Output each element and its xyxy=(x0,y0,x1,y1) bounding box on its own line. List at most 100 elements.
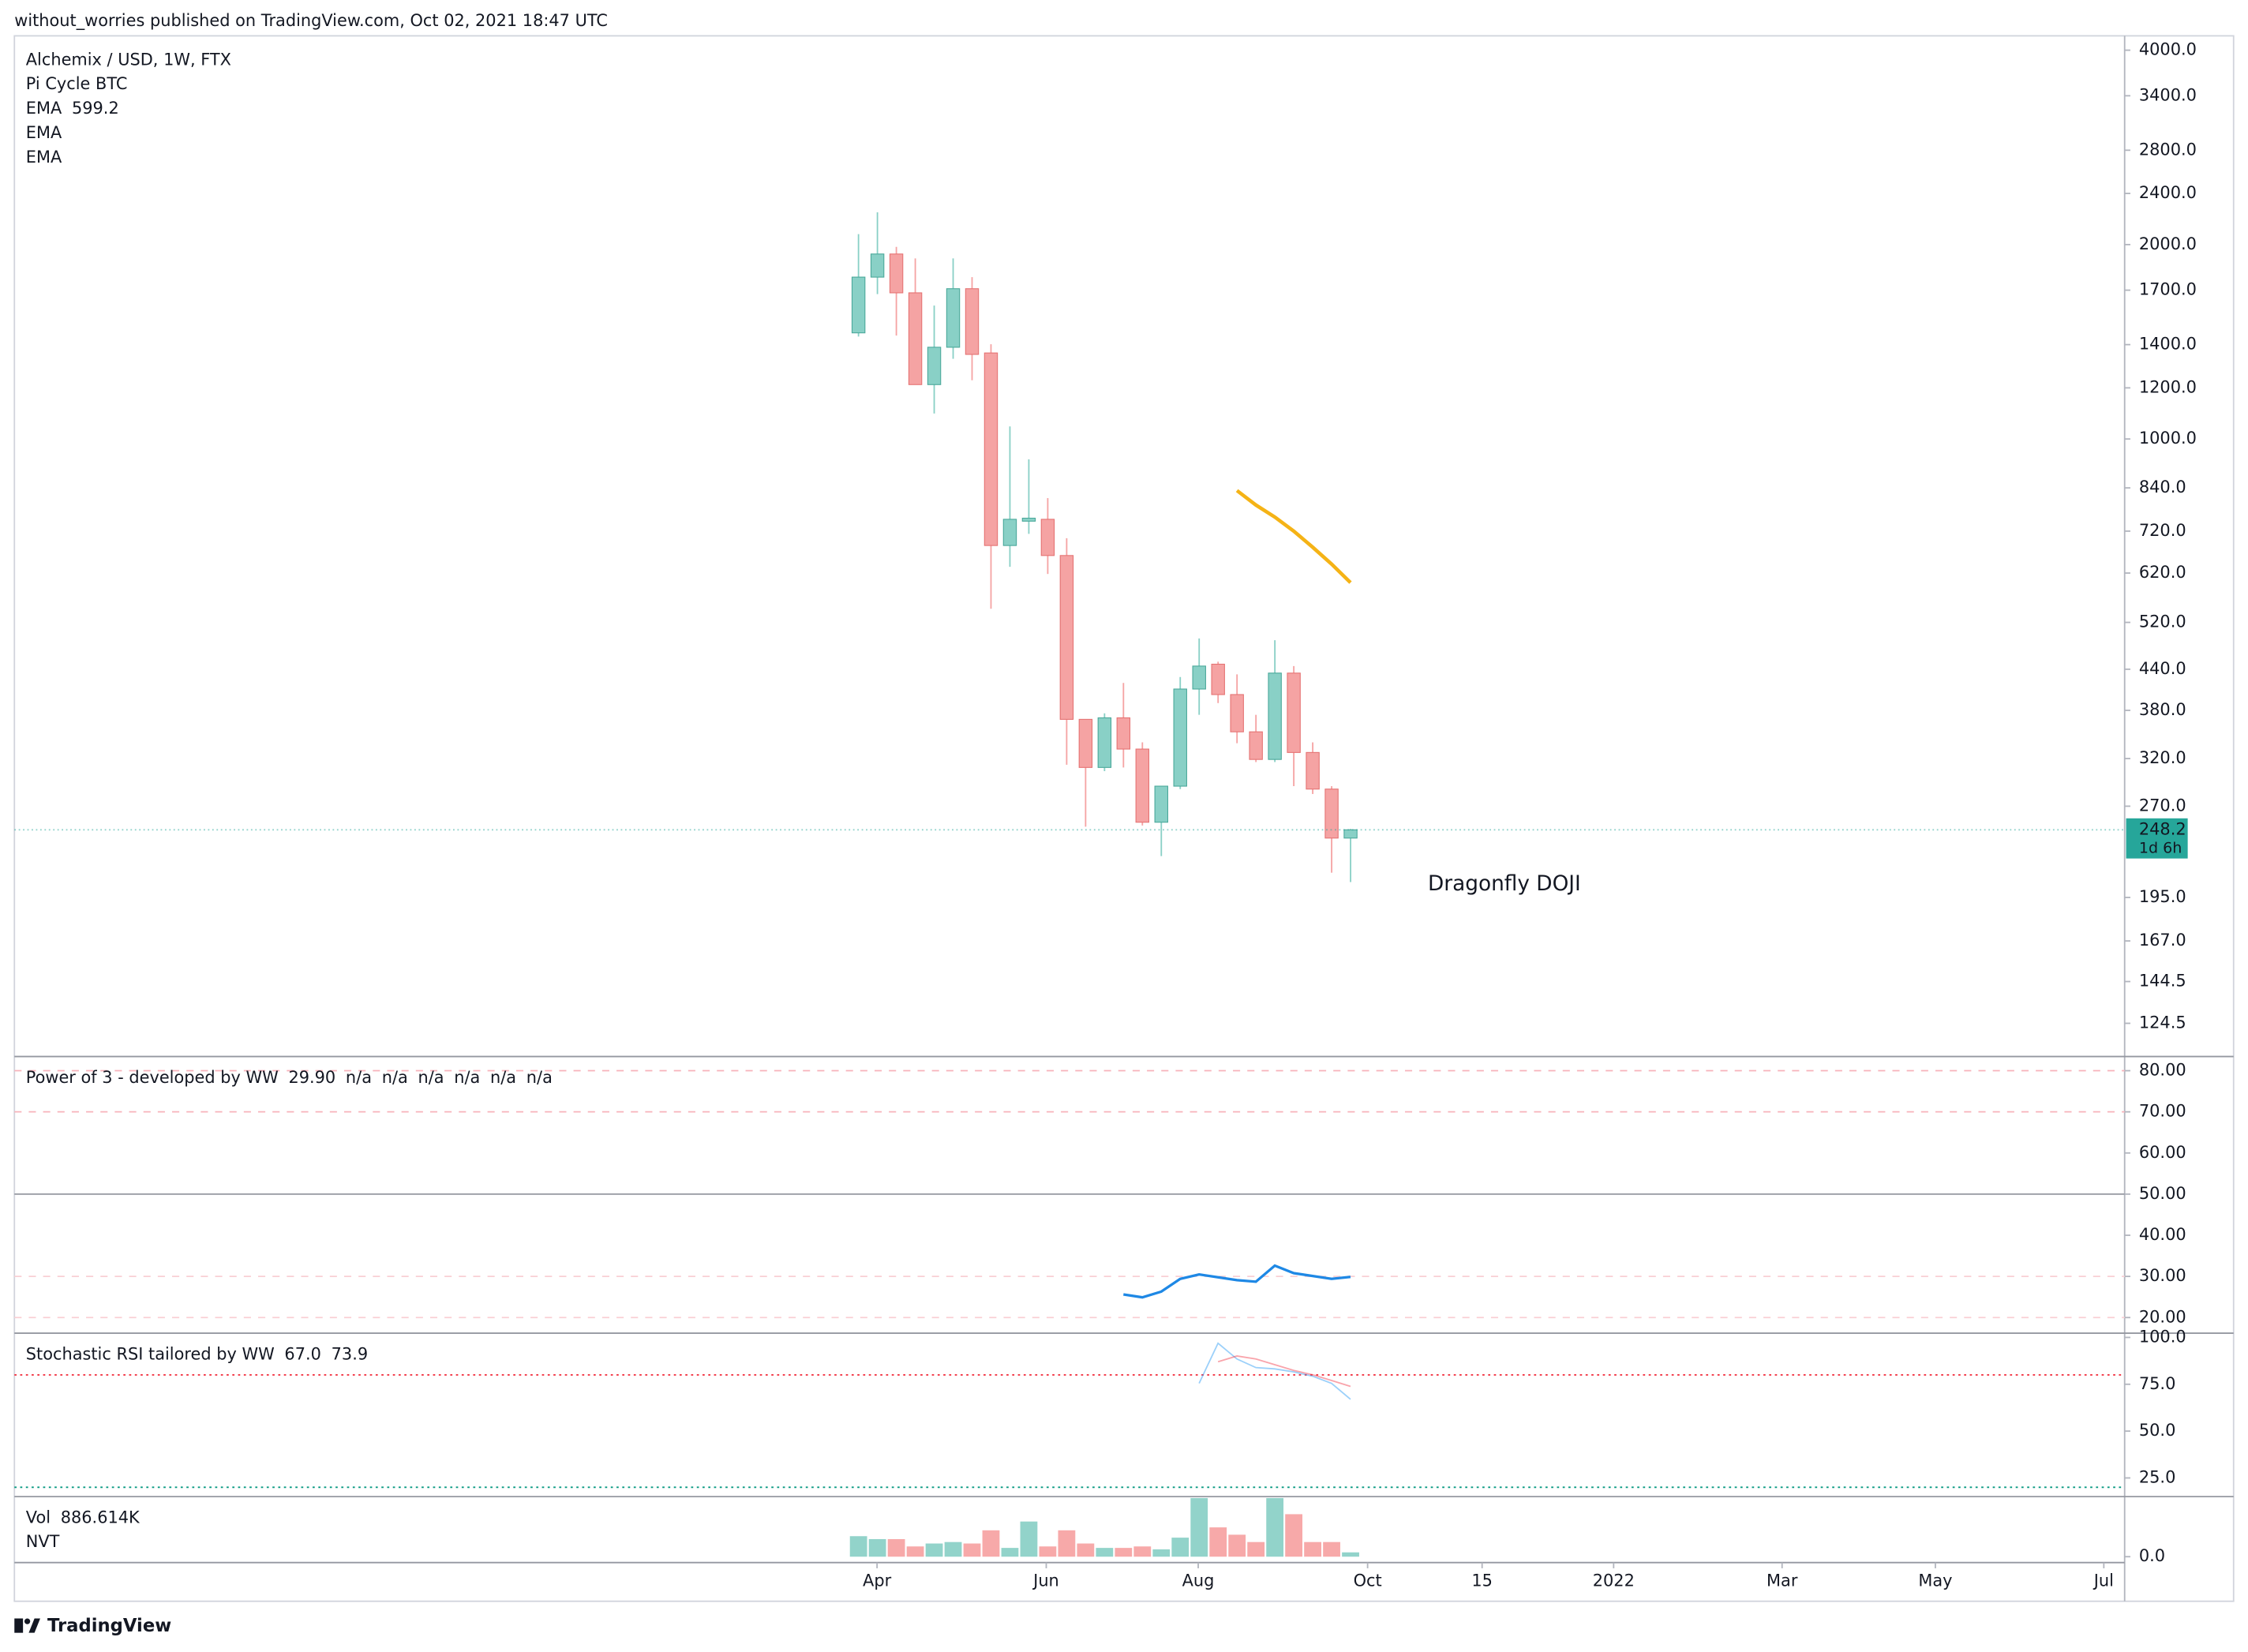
candle-body xyxy=(1078,718,1093,768)
logo-mark xyxy=(24,1618,31,1624)
y-tick-label: 3400.0 xyxy=(2139,85,2197,104)
volume-bar xyxy=(1133,1546,1152,1557)
candle-body xyxy=(889,253,904,294)
volume-bar xyxy=(1190,1497,1208,1557)
candle-body xyxy=(927,347,942,385)
x-tick-label: 2022 xyxy=(1593,1571,1635,1590)
volume-bar xyxy=(1058,1530,1076,1557)
volume-bar xyxy=(1266,1497,1284,1557)
candle-body xyxy=(1268,672,1282,760)
y-tick-label: 720.0 xyxy=(2139,521,2186,540)
candle-body xyxy=(984,352,998,546)
y-tick-label: 50.00 xyxy=(2139,1184,2186,1203)
volume-bar xyxy=(1115,1548,1133,1557)
logo-mark xyxy=(28,1618,40,1633)
y-tick-label: 1400.0 xyxy=(2139,335,2197,354)
volume-bar xyxy=(982,1530,1000,1557)
pane-title: Vol xyxy=(26,1508,51,1527)
candle-body xyxy=(1287,672,1301,753)
y-tick-label: 195.0 xyxy=(2139,887,2186,906)
y-tick-label: 167.0 xyxy=(2139,931,2186,950)
y-tick-label: 520.0 xyxy=(2139,612,2186,631)
y-tick-label: 40.00 xyxy=(2139,1225,2186,1244)
volume-bar xyxy=(887,1538,905,1557)
logo: TradingView xyxy=(14,1616,171,1636)
y-tick-label: 124.5 xyxy=(2139,1013,2186,1032)
volume-bar xyxy=(1077,1543,1095,1557)
volume-bar xyxy=(1001,1548,1019,1557)
legend-name: EMA xyxy=(26,123,62,142)
candle-body xyxy=(1116,717,1131,750)
candle-body xyxy=(1230,694,1244,732)
volume-bar xyxy=(1323,1541,1340,1557)
y-tick-label: 2000.0 xyxy=(2139,234,2197,253)
published-line: without_worries published on TradingView… xyxy=(14,11,608,30)
logo-text: TradingView xyxy=(47,1616,171,1636)
volume-bar xyxy=(1039,1546,1057,1557)
candle-body xyxy=(1343,829,1358,839)
x-tick-label: May xyxy=(1918,1571,1952,1590)
legend-na: n/a xyxy=(490,1068,516,1087)
legend-name: EMA xyxy=(26,148,62,167)
y-tick-label: 4000.0 xyxy=(2139,40,2197,59)
candle-body xyxy=(1192,665,1206,690)
logo-mark xyxy=(14,1618,24,1633)
y-tick-label: 50.0 xyxy=(2139,1421,2175,1440)
legend-na: n/a xyxy=(346,1068,372,1087)
pane-title: Power of 3 - developed by WW xyxy=(26,1068,279,1087)
candle-body xyxy=(1059,555,1074,720)
volume-bar xyxy=(906,1546,924,1557)
volume-bar xyxy=(1285,1514,1303,1557)
candle-body xyxy=(1154,785,1168,823)
volume-bar xyxy=(1304,1541,1321,1557)
volume-bar xyxy=(1171,1538,1190,1557)
y-tick-label: 440.0 xyxy=(2139,659,2186,678)
legend-value: 599.2 xyxy=(72,99,119,118)
y-tick-label: 1200.0 xyxy=(2139,377,2197,396)
candle-body xyxy=(851,276,866,334)
y-tick-label: 60.00 xyxy=(2139,1143,2186,1162)
y-tick-label: 840.0 xyxy=(2139,478,2186,496)
candle-body xyxy=(946,288,961,348)
legend-value: 67.0 xyxy=(284,1344,320,1363)
y-tick-label: 20.00 xyxy=(2139,1307,2186,1326)
y-tick-label: 1700.0 xyxy=(2139,280,2197,299)
candle-body xyxy=(908,292,923,385)
volume-bar xyxy=(925,1543,943,1557)
price-label: 248.2 xyxy=(2139,819,2186,838)
candle-body xyxy=(870,253,885,278)
volume-bar xyxy=(1152,1549,1171,1557)
countdown: 1d 6h xyxy=(2139,839,2182,856)
legend-value: 886.614K xyxy=(61,1508,140,1527)
y-tick-label: 270.0 xyxy=(2139,796,2186,815)
volume-bar xyxy=(849,1536,867,1557)
candle-body xyxy=(1324,789,1339,839)
y-tick-label: 75.0 xyxy=(2139,1374,2175,1393)
x-tick-label: 15 xyxy=(1471,1571,1493,1590)
candle-body xyxy=(1173,688,1187,787)
candle-body xyxy=(965,288,980,355)
price-label-box xyxy=(2126,818,2188,859)
y-tick-label: 25.0 xyxy=(2139,1467,2175,1486)
series-line xyxy=(1235,489,1352,584)
candle-body xyxy=(1097,717,1112,768)
candle-body xyxy=(1211,663,1225,695)
volume-bar xyxy=(1096,1548,1114,1557)
volume-bar xyxy=(1342,1552,1359,1557)
candle-body xyxy=(1135,748,1150,823)
candle-body xyxy=(1249,731,1263,760)
volume-bar xyxy=(1228,1534,1246,1557)
y-tick-label: 80.00 xyxy=(2139,1061,2186,1080)
x-tick-label: Jun xyxy=(1032,1571,1059,1590)
annotation: Dragonfly DOJI xyxy=(1428,872,1581,896)
y-tick-label: 100.0 xyxy=(2139,1327,2186,1346)
y-tick-label: 620.0 xyxy=(2139,563,2186,582)
y-tick-label: 144.5 xyxy=(2139,972,2186,991)
legend-name: EMA xyxy=(26,99,62,118)
y-tick-label: 30.00 xyxy=(2139,1266,2186,1285)
x-tick-label: Oct xyxy=(1354,1571,1382,1590)
legend-na: n/a xyxy=(526,1068,553,1087)
volume-bar xyxy=(944,1541,962,1557)
